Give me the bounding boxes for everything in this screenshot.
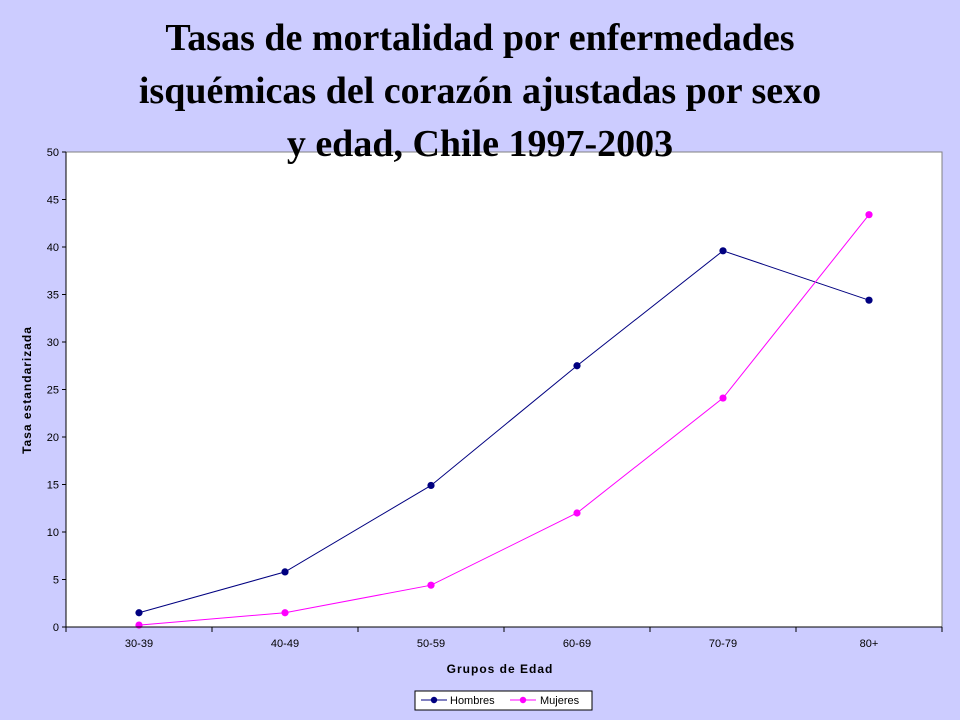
y-tick-label: 15 <box>47 480 59 492</box>
y-tick-label: 35 <box>47 290 59 302</box>
legend-label-mujeres: Mujeres <box>540 695 580 707</box>
x-tick-label: 50-59 <box>417 638 445 650</box>
x-tick-label: 80+ <box>860 638 879 650</box>
series-line-hombres <box>138 250 870 614</box>
y-tick-label: 20 <box>47 432 59 444</box>
y-tick-label: 50 <box>47 147 59 159</box>
y-axis-title: Tasa estandarizada <box>20 326 34 454</box>
data-point-mujeres <box>719 394 727 402</box>
legend-box <box>414 690 593 711</box>
y-tick-label: 0 <box>53 622 59 634</box>
data-point-hombres <box>281 568 289 576</box>
y-tick-label: 5 <box>53 575 59 587</box>
data-point-mujeres <box>865 211 873 219</box>
data-point-mujeres <box>427 581 435 589</box>
legend-marker-mujeres <box>519 696 527 704</box>
y-tick-label: 45 <box>47 195 59 207</box>
x-tick-label: 30-39 <box>125 638 153 650</box>
chart-title-line-1: Tasas de mortalidad por enfermedades <box>165 17 794 59</box>
y-tick-label: 10 <box>47 527 59 539</box>
series-layer <box>135 211 873 629</box>
axis-layer: 0 5 10 15 20 25 30 35 40 45 50 30-39 40-49 50-59 60-69… <box>47 147 943 650</box>
chart-title-line-3: y edad, Chile 1997-2003 <box>287 123 673 165</box>
data-point-mujeres <box>135 621 143 629</box>
data-point-hombres <box>135 609 143 617</box>
data-point-hombres <box>573 362 581 370</box>
series-line-mujeres <box>138 214 870 626</box>
x-tick-label: 40-49 <box>271 638 299 650</box>
y-tick-label: 40 <box>47 242 59 254</box>
data-point-hombres <box>865 296 873 304</box>
data-point-mujeres <box>281 609 289 617</box>
data-point-mujeres <box>573 509 581 517</box>
legend-marker-hombres <box>430 696 438 704</box>
x-tick-label: 60-69 <box>563 638 591 650</box>
x-axis-title: Grupos de Edad <box>447 662 554 676</box>
chart-title-line-2: isquémicas del corazón ajustadas por sex… <box>139 70 821 112</box>
legend: Hombres Mujeres <box>414 690 593 711</box>
legend-label-hombres: Hombres <box>450 695 495 707</box>
data-point-hombres <box>719 247 727 255</box>
data-point-hombres <box>427 481 435 490</box>
plot-area <box>65 151 943 628</box>
y-tick-label: 30 <box>47 337 59 349</box>
x-tick-label: 70-79 <box>709 638 737 650</box>
y-tick-label: 25 <box>47 385 59 397</box>
